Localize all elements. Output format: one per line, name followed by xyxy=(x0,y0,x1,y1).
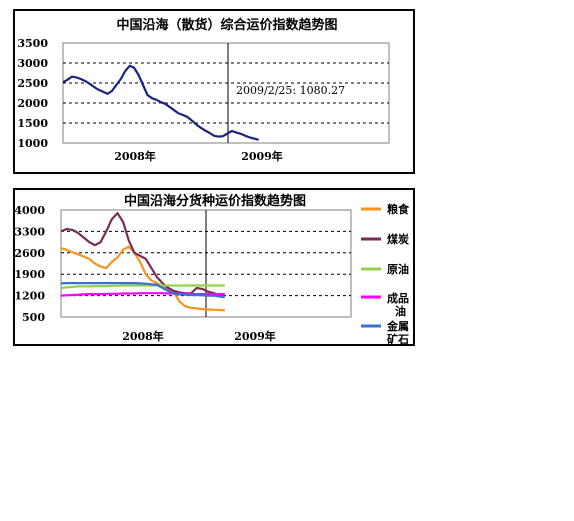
chart-title: 中国沿海（散货）综合运价指数趋势图 xyxy=(116,17,337,33)
legend-label: 粮食 xyxy=(387,202,410,216)
x-tick-label: 2009年 xyxy=(234,329,276,343)
y-tick-label: 3500 xyxy=(17,37,48,50)
y-tick-label: 2600 xyxy=(14,247,45,260)
y-tick-label: 1500 xyxy=(17,117,48,130)
series-line-煤炭 xyxy=(60,212,225,297)
y-tick-label: 2500 xyxy=(17,77,48,90)
commodity-index-panel: 中国沿海分货种运价指数趋势图 500 1200 1900 2600 3300 4000 2… xyxy=(13,188,415,346)
y-tick-label: 1900 xyxy=(14,268,45,281)
legend-label: 金属矿石 xyxy=(386,319,409,346)
y-tick-label: 500 xyxy=(22,311,45,324)
y-tick-label: 2000 xyxy=(17,97,48,110)
series-line-index xyxy=(62,64,259,141)
data-annotation: 2009/2/25: 1080.27 xyxy=(236,84,345,97)
y-tick-label: 1000 xyxy=(17,137,48,150)
legend: 粮食 煤炭 原油 成品油 金属矿石 xyxy=(361,202,410,346)
composite-index-panel: 中国沿海（散货）综合运价指数趋势图 1000 1500 2000 2500 3000 35… xyxy=(13,9,415,174)
series-line-原油 xyxy=(60,284,225,290)
y-tick-label: 3300 xyxy=(14,225,45,238)
legend-label: 原油 xyxy=(387,262,409,276)
plot-area xyxy=(62,42,390,144)
legend-label: 成品油 xyxy=(387,291,409,318)
composite-index-chart: 中国沿海（散货）综合运价指数趋势图 1000 1500 2000 2500 3000 35… xyxy=(17,17,390,163)
series-line-粮食 xyxy=(60,245,225,312)
x-tick-label: 2008年 xyxy=(122,329,164,343)
legend-label: 煤炭 xyxy=(387,232,409,246)
chart-title: 中国沿海分货种运价指数趋势图 xyxy=(124,193,306,209)
y-tick-label: 3000 xyxy=(17,57,48,70)
x-tick-label: 2009年 xyxy=(241,149,283,163)
y-tick-label: 4000 xyxy=(14,204,45,217)
x-tick-label: 2008年 xyxy=(114,149,156,163)
commodity-index-chart: 中国沿海分货种运价指数趋势图 500 1200 1900 2600 3300 4000 2… xyxy=(14,193,410,346)
series-line-金属矿石 xyxy=(60,281,225,299)
y-tick-label: 1200 xyxy=(14,290,45,303)
